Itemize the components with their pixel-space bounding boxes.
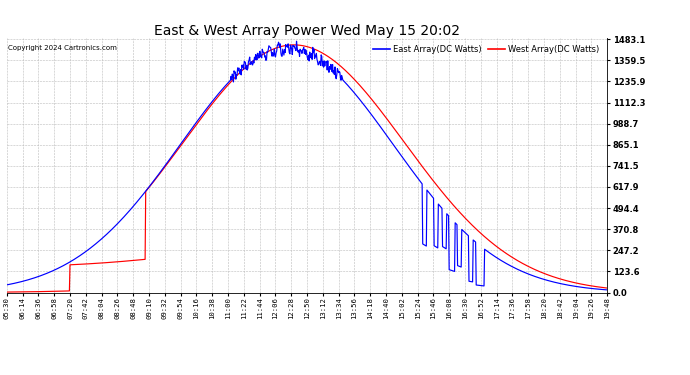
Text: Copyright 2024 Cartronics.com: Copyright 2024 Cartronics.com: [8, 45, 117, 51]
Legend: East Array(DC Watts), West Array(DC Watts): East Array(DC Watts), West Array(DC Watt…: [370, 42, 603, 57]
Title: East & West Array Power Wed May 15 20:02: East & West Array Power Wed May 15 20:02: [154, 24, 460, 38]
